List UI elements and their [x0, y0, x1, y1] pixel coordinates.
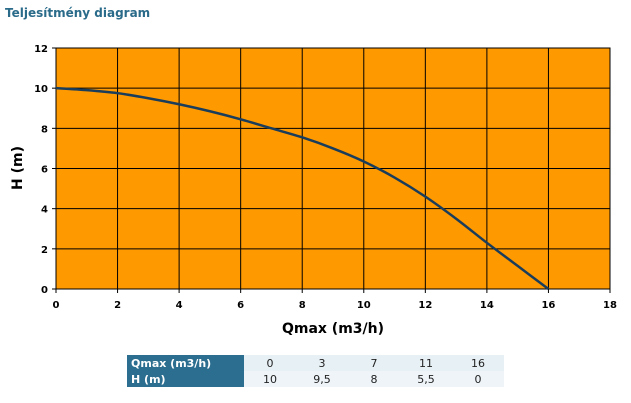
chart-title: Teljesítmény diagram — [5, 6, 151, 20]
y-tick-label: 10 — [34, 84, 48, 95]
table-cell: 10 — [244, 371, 296, 387]
y-tick-label: 2 — [41, 245, 48, 256]
table-cell: 8 — [348, 371, 400, 387]
table-cell: 7 — [348, 355, 400, 371]
row-header: Qmax (m3/h) — [127, 355, 244, 371]
table-row: Qmax (m3/h) 0 3 7 11 16 — [127, 355, 504, 371]
x-axis-label: Qmax (m3/h) — [282, 321, 384, 337]
x-tick-label: 16 — [541, 300, 555, 311]
x-tick-label: 2 — [114, 300, 121, 311]
y-tick-label: 12 — [34, 44, 48, 55]
x-tick-label: 4 — [176, 300, 183, 311]
table-row: H (m) 10 9,5 8 5,5 0 — [127, 371, 504, 387]
table-cell: 5,5 — [400, 371, 452, 387]
x-tick-label: 14 — [480, 300, 494, 311]
table-cell: 9,5 — [296, 371, 348, 387]
grid-lines — [56, 48, 610, 289]
y-tick-label: 0 — [41, 285, 48, 296]
y-axis-label: H (m) — [10, 146, 26, 190]
table-cell: 0 — [452, 371, 504, 387]
x-tick-label: 6 — [237, 300, 244, 311]
y-tick-label: 6 — [41, 165, 48, 176]
table-cell: 0 — [244, 355, 296, 371]
performance-chart: 0 2 4 6 8 10 12 14 16 18 0 2 4 6 8 10 12 Qmax (m3/h) H (… — [10, 44, 617, 337]
x-tick-label: 8 — [299, 300, 306, 311]
data-table: Qmax (m3/h) 0 3 7 11 16 H (m) 10 9,5 8 5,5 0 — [127, 355, 504, 387]
tick-labels: 0 2 4 6 8 10 12 14 16 18 0 2 4 6 8 10 12 — [34, 44, 617, 311]
row-header: H (m) — [127, 371, 244, 387]
y-tick-label: 8 — [41, 124, 48, 135]
x-tick-label: 18 — [603, 300, 617, 311]
y-tick-label: 4 — [41, 205, 48, 216]
table-cell: 11 — [400, 355, 452, 371]
x-tick-label: 12 — [418, 300, 432, 311]
table-cell: 16 — [452, 355, 504, 371]
table-cell: 3 — [296, 355, 348, 371]
x-tick-label: 0 — [53, 300, 60, 311]
x-tick-label: 10 — [357, 300, 371, 311]
series-line — [55, 86, 550, 290]
